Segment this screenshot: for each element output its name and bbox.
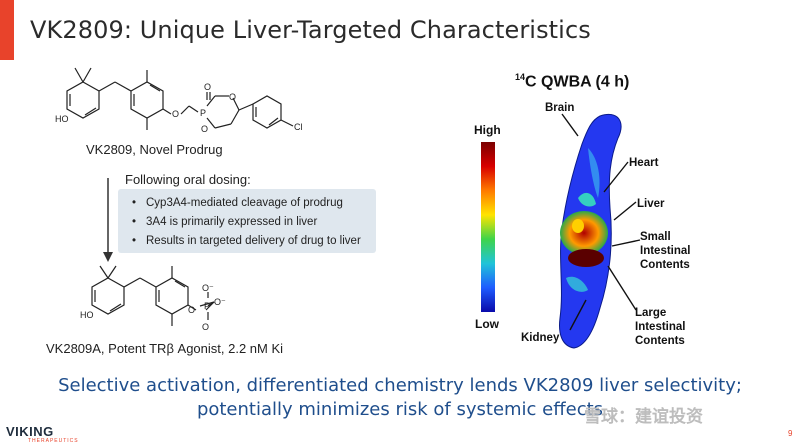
o-atom: O bbox=[172, 109, 179, 119]
watermark: 雪球：建谊投资 bbox=[584, 407, 703, 426]
takeaway-statement: Selective activation, differentiated che… bbox=[0, 374, 800, 422]
scale-high-label: High bbox=[474, 123, 501, 137]
leader-lines bbox=[561, 113, 641, 331]
dosing-heading: Following oral dosing: bbox=[125, 172, 251, 187]
p-atom: P bbox=[204, 301, 210, 311]
ho-atom: HO bbox=[80, 310, 94, 320]
viking-logo-subtitle: THERAPEUTICS bbox=[28, 438, 79, 444]
prodrug-label: VK2809, Novel Prodrug bbox=[86, 142, 223, 157]
scale-low-label: Low bbox=[475, 317, 499, 331]
organ-label-small-intestine: Small Intestinal Contents bbox=[640, 230, 690, 272]
ho-atom: HO bbox=[55, 114, 69, 124]
qwba-title-text: C QWBA (4 h) bbox=[525, 73, 630, 91]
takeaway-line-1: Selective activation, differentiated che… bbox=[58, 375, 742, 396]
o-atom: O bbox=[201, 124, 208, 134]
reaction-arrow bbox=[103, 178, 113, 262]
organ-label-brain: Brain bbox=[545, 102, 575, 114]
o-minus-atom: O⁻ bbox=[202, 283, 214, 293]
bullet-item: Cyp3A4-mediated cleavage of prodrug bbox=[132, 194, 376, 213]
active-drug-label: VK2809A, Potent TRβ Agonist, 2.2 nM Ki bbox=[46, 341, 284, 356]
organ-label-large-intestine: Large Intestinal Contents bbox=[635, 306, 685, 348]
o-atom: O bbox=[188, 305, 195, 315]
o-atom: O bbox=[229, 92, 236, 102]
organ-label-line: Intestinal bbox=[640, 245, 691, 257]
bullet-box: Cyp3A4-mediated cleavage of prodrug 3A4 … bbox=[118, 189, 376, 253]
accent-bar bbox=[0, 0, 14, 60]
bullet-item: 3A4 is primarily expressed in liver bbox=[132, 213, 376, 232]
o-atom: O bbox=[204, 82, 211, 92]
slide-title: VK2809: Unique Liver-Targeted Characteri… bbox=[30, 16, 591, 44]
organ-label-line: Large bbox=[635, 307, 667, 319]
o-atom: O bbox=[202, 322, 209, 332]
organ-label-heart: Heart bbox=[629, 157, 659, 169]
intensity-scale-bar bbox=[481, 142, 495, 312]
rat-autoradiograph bbox=[559, 114, 622, 349]
organ-label-liver: Liver bbox=[637, 198, 665, 210]
cl-atom: Cl bbox=[294, 122, 303, 132]
organ-label-line: Small bbox=[640, 231, 671, 243]
organ-label-line: Contents bbox=[635, 335, 685, 347]
isotope-superscript: 14 bbox=[515, 72, 526, 82]
takeaway-line-2: potentially minimizes risk of systemic e… bbox=[196, 399, 604, 420]
o-minus-atom: O⁻ bbox=[214, 297, 226, 307]
page-number: 9 bbox=[788, 429, 793, 438]
organ-label-kidney: Kidney bbox=[521, 332, 560, 344]
organ-label-line: Contents bbox=[640, 259, 690, 271]
qwba-title: 14C QWBA (4 h) bbox=[515, 72, 629, 91]
active-drug-structure: HO O P O⁻ O⁻ O bbox=[80, 265, 226, 332]
prodrug-structure: HO O P O O O Cl bbox=[55, 67, 303, 134]
p-atom: P bbox=[200, 108, 206, 118]
viking-logo: VIKING bbox=[6, 424, 54, 439]
organ-label-line: Intestinal bbox=[635, 321, 686, 333]
bullet-item: Results in targeted delivery of drug to … bbox=[132, 232, 376, 251]
